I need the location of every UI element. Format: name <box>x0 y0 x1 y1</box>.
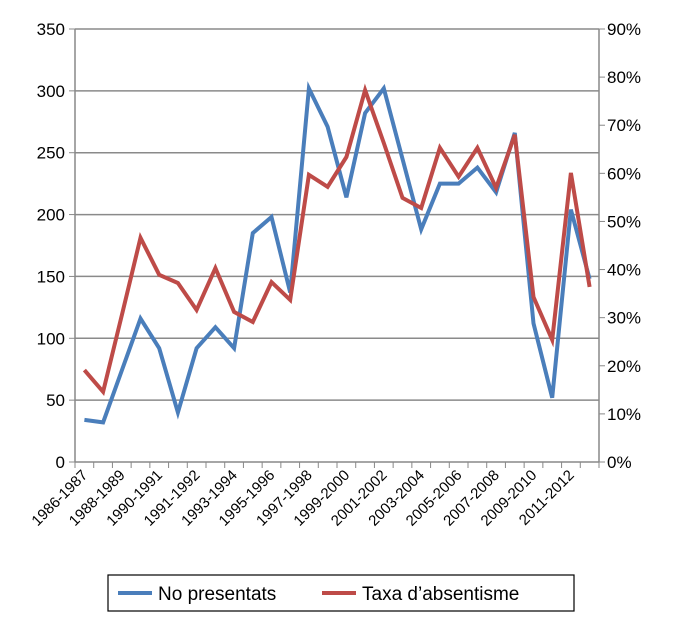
legend-label-taxa-absentisme: Taxa d’absentisme <box>362 584 519 605</box>
axes <box>69 28 605 468</box>
tick-labels: 0 50 100 150 200 250 300 350 0% 10% 20% 30% 40% 50% 60… <box>28 20 641 530</box>
right-axis-tick-label: 90% <box>607 20 641 39</box>
left-axis-tick-label: 250 <box>37 144 65 163</box>
right-axis-tick-label: 30% <box>607 309 641 328</box>
legend-label-no-presentats: No presentats <box>158 584 276 605</box>
legend: No presentats Taxa d’absentisme <box>107 574 575 612</box>
left-axis-tick-label: 350 <box>37 20 65 39</box>
left-axis-tick-label: 300 <box>37 82 65 101</box>
right-axis-tick-label: 10% <box>607 405 641 424</box>
left-axis-tick-label: 0 <box>56 453 65 472</box>
right-axis-tick-label: 60% <box>607 164 641 183</box>
right-axis-tick-label: 80% <box>607 68 641 87</box>
left-axis-tick-label: 200 <box>37 206 65 225</box>
series-lines <box>82 81 592 425</box>
gridlines <box>75 28 599 401</box>
right-axis-tick-label: 70% <box>607 116 641 135</box>
series-line-taxa-absentisme <box>82 83 592 397</box>
right-axis-tick-label: 0% <box>607 453 632 472</box>
left-axis-tick-label: 150 <box>37 267 65 286</box>
right-axis-tick-label: 50% <box>607 212 641 231</box>
right-axis-tick-label: 40% <box>607 261 641 280</box>
left-axis-tick-label: 50 <box>46 391 65 410</box>
right-axis-tick-label: 20% <box>607 357 641 376</box>
left-axis-tick-label: 100 <box>37 329 65 348</box>
